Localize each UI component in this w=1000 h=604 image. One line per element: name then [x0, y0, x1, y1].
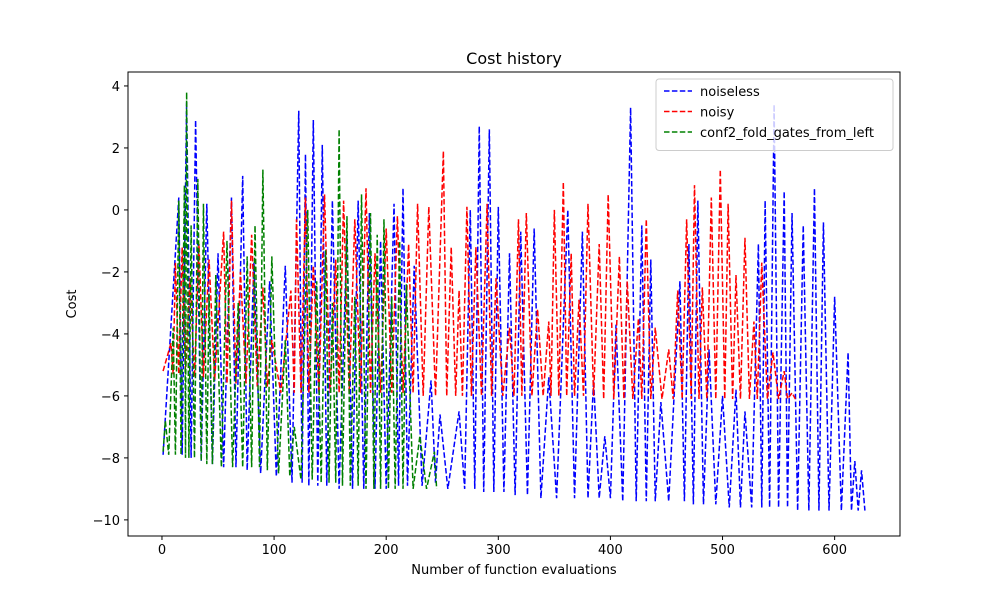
y-tick-label: 0	[112, 204, 120, 219]
y-tick-label: −8	[101, 452, 120, 467]
y-tick-label: −6	[101, 390, 120, 405]
x-tick-label: 100	[262, 543, 287, 558]
y-tick-label: −10	[93, 514, 120, 529]
x-tick-label: 200	[374, 543, 399, 558]
x-tick-label: 500	[710, 543, 735, 558]
x-tick-label: 400	[598, 543, 623, 558]
x-tick-label: 300	[486, 543, 511, 558]
plot-frame	[127, 71, 901, 537]
series-line	[162, 101, 866, 511]
series-line	[162, 92, 438, 490]
chart-title: Cost history	[466, 49, 562, 68]
x-tick-label: 0	[158, 543, 166, 558]
series-line	[162, 151, 797, 401]
y-tick-label: 2	[112, 142, 120, 157]
x-tick-label: 600	[822, 543, 847, 558]
x-axis-label: Number of function evaluations	[411, 563, 617, 578]
y-tick-label: −2	[101, 266, 120, 281]
legend-label: conf2_fold_gates_from_left	[700, 126, 874, 141]
y-axis-label: Cost	[65, 290, 80, 319]
legend-label: noiseless	[700, 85, 760, 100]
legend-box	[655, 78, 894, 151]
y-tick-label: −4	[101, 328, 120, 343]
y-tick-label: 4	[112, 80, 120, 95]
legend-label: noisy	[700, 106, 735, 121]
